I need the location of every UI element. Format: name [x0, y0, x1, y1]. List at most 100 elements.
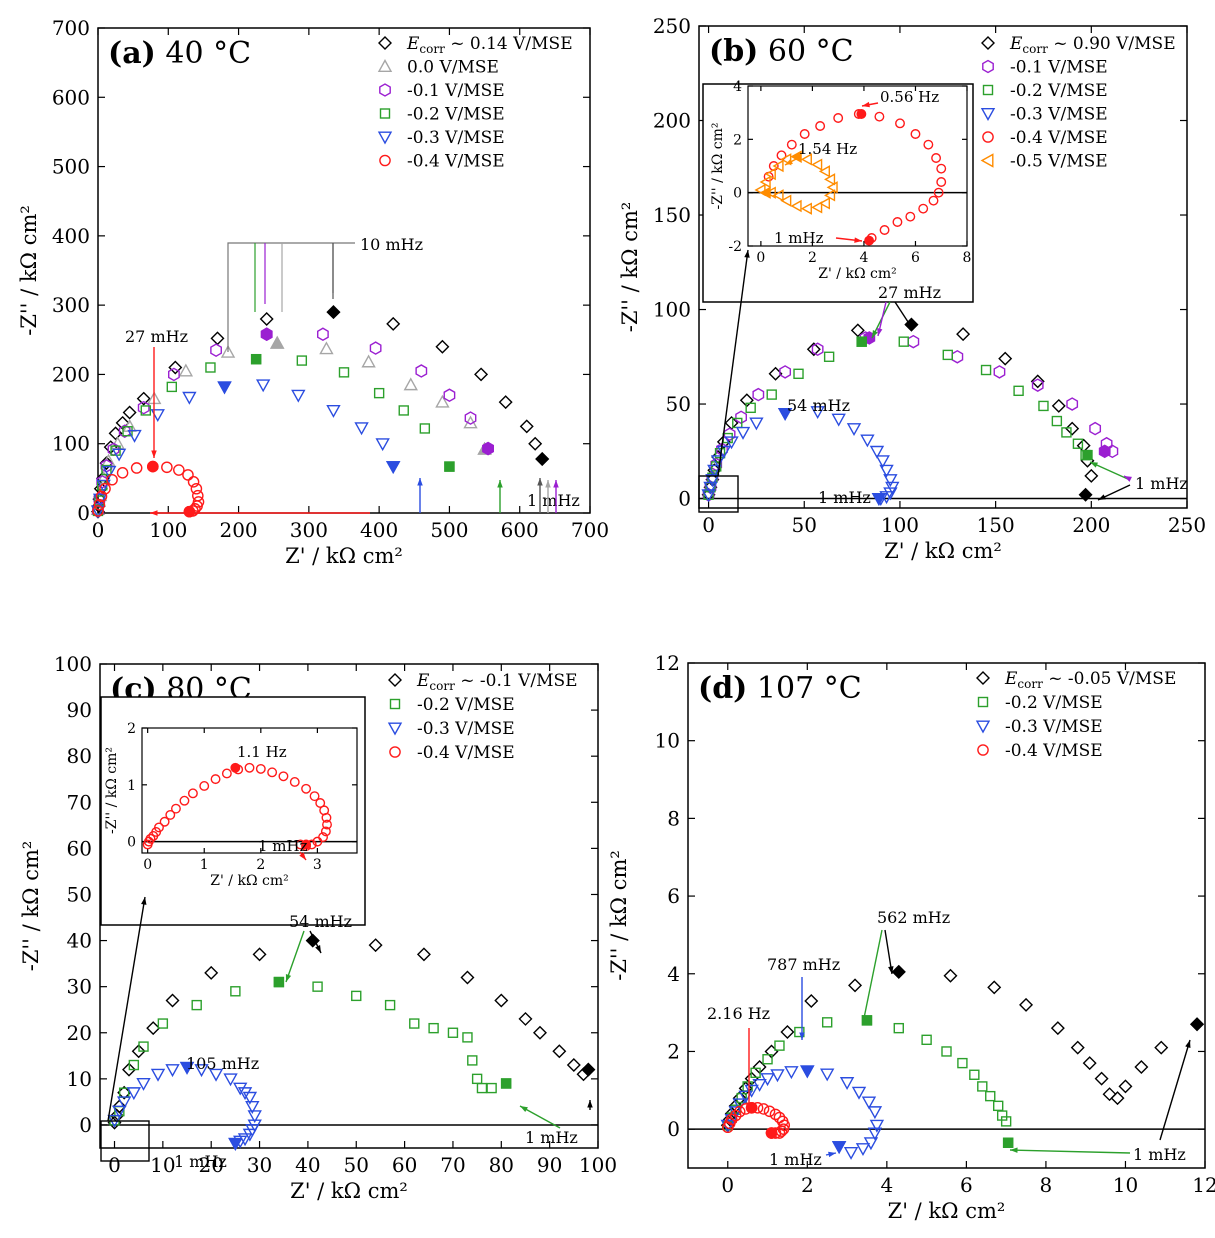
- plot-frame: [99, 663, 599, 1149]
- x-tick-label: 500: [430, 518, 468, 542]
- data-point: [182, 391, 197, 405]
- x-tick-label: 20: [198, 1153, 223, 1177]
- data-point: [833, 113, 844, 123]
- annotation: 1 mHz: [1133, 1145, 1186, 1164]
- data-point: [780, 194, 792, 207]
- annotation: 27 mHz: [878, 283, 941, 302]
- data-point: [178, 363, 194, 377]
- data-point: [941, 1046, 952, 1057]
- data-point: [1190, 1017, 1205, 1032]
- legend-label: -0.3 V/MSE: [407, 128, 505, 148]
- data-point: [898, 336, 909, 347]
- data-point: [237, 1133, 253, 1147]
- data-point: [826, 181, 838, 194]
- arrow-head: [1010, 1147, 1018, 1153]
- arrow-head: [861, 1015, 868, 1023]
- data-point: [154, 822, 164, 833]
- y-tick-label: 10: [67, 1067, 92, 1091]
- y-tick-label: 60: [67, 836, 92, 860]
- y-tick-label: 0: [79, 1113, 92, 1137]
- data-point: [260, 327, 273, 342]
- x-tick-label: 6: [911, 250, 920, 266]
- data-point: [1089, 421, 1102, 436]
- x-tick-label: 2: [256, 857, 265, 873]
- data-point: [824, 173, 836, 186]
- data-point: [150, 409, 165, 423]
- data-point: [707, 464, 722, 478]
- data-point: [338, 367, 350, 378]
- y-tick-label: 4: [733, 79, 742, 95]
- y-axis-label: -Z'' / kΩ cm²: [607, 850, 631, 981]
- annotation: 562 mHz: [877, 908, 950, 927]
- legend-label: -0.2 V/MSE: [417, 695, 515, 715]
- data-point: [244, 762, 255, 773]
- x-tick-label: 100: [149, 518, 187, 542]
- data-point: [111, 448, 127, 462]
- plot-frame: [687, 662, 1206, 1169]
- arrow-head: [520, 1106, 528, 1113]
- data-point: [759, 175, 771, 189]
- plot-panel: 0 100 200 300 400 500 600 700 0 100 200 300 400 500 60…: [17, 16, 609, 568]
- data-point: [552, 1044, 567, 1059]
- series-e-corr-0-14-v-mse: [91, 305, 550, 519]
- data-point: [977, 744, 989, 756]
- x-axis-label: Z' / kΩ cm²: [210, 873, 288, 889]
- data-point: [291, 389, 306, 403]
- y-axis-label: -Z'' / kΩ cm²: [19, 841, 43, 972]
- data-point: [375, 438, 390, 452]
- data-point: [428, 1022, 439, 1034]
- y-tick-label: -2: [728, 239, 742, 255]
- y-axis-label: -Z'' / kΩ cm²: [104, 747, 120, 834]
- series--0-4-v-mse: [763, 109, 947, 246]
- annotation: 1.1 Hz: [237, 743, 287, 761]
- data-point: [820, 1068, 835, 1082]
- data-point: [831, 413, 846, 427]
- series-0-0-v-mse: [90, 335, 492, 516]
- data-point: [766, 389, 777, 400]
- data-point: [245, 1101, 260, 1114]
- data-point: [879, 225, 890, 235]
- x-tick-label: 0: [143, 857, 152, 873]
- data-point: [921, 1034, 932, 1046]
- data-point: [379, 108, 391, 119]
- data-point: [223, 1073, 238, 1087]
- y-tick-label: 8: [667, 806, 680, 830]
- data-point: [221, 768, 232, 779]
- data-point: [464, 411, 477, 425]
- y-tick-label: 100: [54, 652, 92, 676]
- data-point: [386, 316, 401, 331]
- data-point: [811, 201, 823, 214]
- plot-frame: [698, 25, 1188, 509]
- data-point: [312, 836, 323, 847]
- data-point: [1084, 468, 1099, 483]
- data-point: [762, 1054, 773, 1065]
- arrow-line: [717, 249, 749, 477]
- y-tick-label: 4: [667, 962, 680, 986]
- x-axis-label: Z' / kΩ cm²: [818, 266, 896, 282]
- data-point: [856, 336, 867, 347]
- data-point: [800, 202, 812, 215]
- data-point: [831, 1141, 847, 1155]
- y-tick-label: 100: [653, 298, 691, 322]
- data-point: [818, 197, 830, 210]
- data-point: [1013, 385, 1024, 397]
- data-point: [187, 476, 200, 488]
- data-point: [444, 461, 455, 472]
- data-point: [494, 993, 509, 1008]
- data-point: [242, 1128, 258, 1142]
- arrow-head: [1124, 476, 1132, 482]
- data-point: [933, 187, 944, 198]
- data-point: [705, 474, 720, 488]
- arrow-head: [1185, 1040, 1191, 1048]
- arrow-head: [497, 480, 503, 488]
- data-point: [860, 434, 875, 448]
- data-point: [208, 1068, 224, 1082]
- y-tick-label: 2: [733, 132, 742, 148]
- x-tick-label: 0: [756, 250, 765, 266]
- annotation: 1 mHz: [1135, 474, 1188, 493]
- data-point: [322, 819, 332, 830]
- x-tick-label: 50: [344, 1153, 369, 1177]
- data-point: [1134, 1060, 1149, 1074]
- data-point: [128, 1059, 140, 1071]
